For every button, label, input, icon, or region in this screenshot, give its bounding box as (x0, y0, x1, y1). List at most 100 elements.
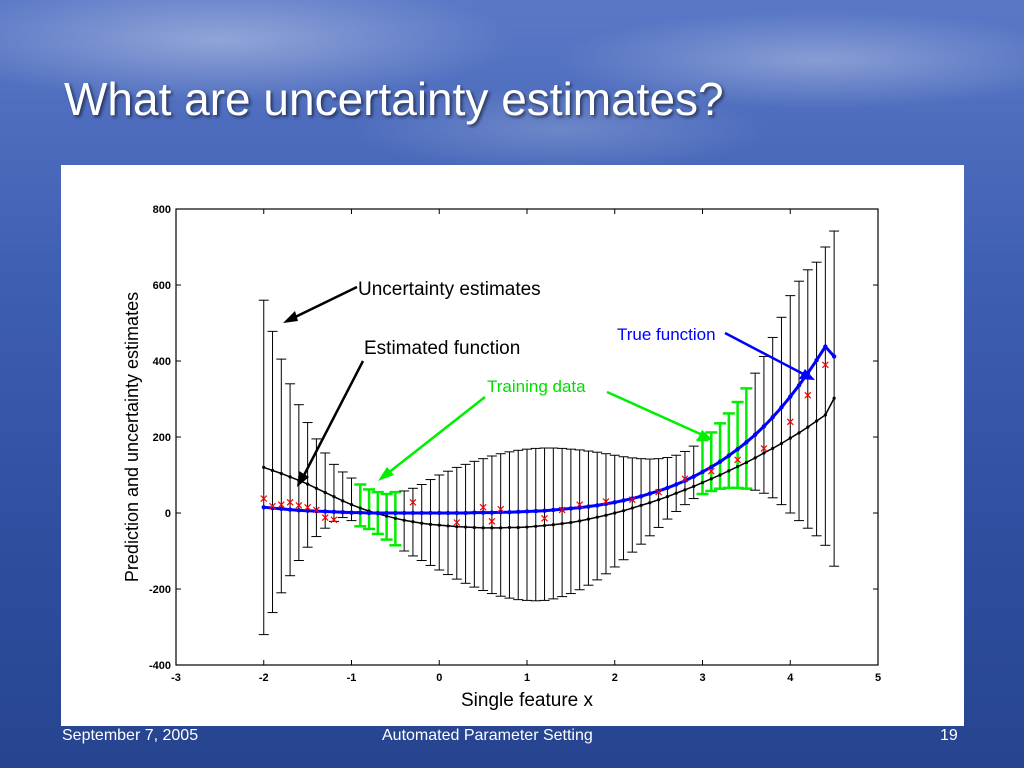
training-data-point (488, 517, 496, 525)
true-function-marker (595, 503, 600, 508)
true-function-marker (665, 485, 670, 491)
arrow-uncertainty (286, 285, 358, 323)
x-tick-label: -3 (171, 672, 181, 684)
estimated-function-line (263, 397, 835, 529)
estimated-function-marker (279, 471, 283, 476)
estimated-function-marker (402, 518, 406, 522)
estimated-function-marker (823, 413, 827, 417)
true-function-marker (779, 405, 784, 410)
estimated-function-marker (341, 499, 345, 503)
true-function-marker (516, 509, 521, 515)
estimated-function-marker (648, 501, 652, 505)
true-function-marker (709, 464, 714, 470)
x-axis-label: Single feature x (461, 690, 594, 711)
true-function-marker (507, 510, 512, 515)
arrowhead-training-right (697, 430, 713, 440)
true-function-marker (551, 507, 556, 513)
true-function-marker (586, 504, 591, 509)
training-point-stroke (707, 467, 715, 475)
estimated-function-marker (393, 516, 397, 520)
true-function-marker (744, 440, 749, 445)
training-point-stroke (558, 506, 566, 514)
estimated-function-marker (692, 484, 696, 488)
estimated-function-marker (499, 526, 503, 530)
estimated-function-marker (639, 503, 643, 507)
arrowhead-estimated (297, 471, 309, 487)
true-function-marker (419, 510, 424, 516)
true-function-marker (384, 510, 389, 516)
training-data-point (330, 516, 338, 524)
estimated-function-marker (411, 520, 415, 524)
estimated-function-marker (709, 477, 713, 481)
training-data-point (409, 498, 417, 506)
estimated-function-marker (542, 523, 547, 528)
training-point-stroke (321, 514, 329, 521)
estimated-function-marker (349, 503, 354, 507)
estimated-function-marker (262, 465, 266, 469)
true-function-marker (349, 510, 354, 515)
training-point-stroke (628, 496, 636, 504)
training-data-point (821, 361, 829, 369)
arrow-training-left (382, 396, 486, 478)
true-function-marker (542, 508, 547, 513)
estimated-function-marker (490, 526, 494, 530)
true-function-marker (621, 498, 626, 503)
true-function-marker (428, 510, 433, 516)
estimated-function-marker (385, 514, 389, 518)
y-tick-label: 200 (153, 432, 171, 444)
estimated-function-marker (560, 522, 564, 526)
true-function-marker (489, 510, 495, 515)
training-point-stroke (488, 517, 496, 525)
chart: -3 -2 -1 0 1 2 3 4 5 -400 -200 0 200 400 600 800 Single… (122, 204, 881, 711)
training-data-point (541, 514, 548, 522)
estimated-function-marker (463, 525, 468, 529)
estimated-function-marker (665, 495, 670, 499)
training-point-stroke (821, 361, 829, 369)
true-function-marker (831, 354, 837, 359)
estimated-function-marker (621, 509, 626, 513)
estimated-function-marker (736, 465, 740, 469)
true-function-marker (296, 508, 302, 513)
estimated-function-marker (806, 425, 810, 429)
training-data-point (497, 505, 505, 513)
estimated-function-marker (604, 513, 608, 517)
y-tick-label: 0 (165, 508, 171, 520)
estimated-function-marker (779, 441, 784, 446)
y-tick-label: 600 (153, 280, 171, 292)
training-data-point (734, 456, 742, 464)
footer-title: Automated Parameter Setting (382, 727, 593, 744)
estimated-function-marker (788, 436, 792, 440)
true-function-marker (612, 500, 617, 505)
training-data-point (312, 506, 320, 514)
true-function-marker (445, 510, 451, 516)
estimated-function-marker (586, 517, 591, 521)
estimated-function-marker (700, 481, 705, 485)
estimated-function-marker (446, 524, 450, 528)
training-point-stroke (655, 488, 663, 496)
training-point-stroke (409, 498, 417, 506)
training-point-stroke (277, 501, 285, 509)
arrow-training-right (606, 390, 708, 439)
annotation-training-data: Training data (487, 377, 586, 396)
true-function-marker (279, 506, 284, 512)
estimated-function-marker (507, 525, 512, 530)
annotation-true-function: True function (617, 325, 716, 344)
true-function-marker (393, 510, 398, 516)
estimated-function-marker (332, 495, 336, 499)
training-point-stroke (760, 444, 768, 452)
true-function-marker (673, 482, 679, 487)
estimated-function-marker (288, 475, 292, 479)
y-axis-label: Prediction and uncertainty estimates (122, 292, 142, 582)
true-function-marker (752, 432, 758, 437)
estimated-function-marker (595, 515, 599, 519)
training-data-point (602, 498, 610, 506)
true-function-marker (814, 358, 819, 363)
training-data-point (576, 501, 584, 509)
true-function-marker (788, 394, 793, 399)
true-function-marker (366, 510, 372, 516)
estimated-function-marker (674, 491, 678, 495)
estimated-function-marker (753, 456, 757, 460)
training-data-point (286, 498, 294, 506)
x-tick-label: 5 (875, 672, 881, 684)
true-function-marker (322, 509, 328, 514)
